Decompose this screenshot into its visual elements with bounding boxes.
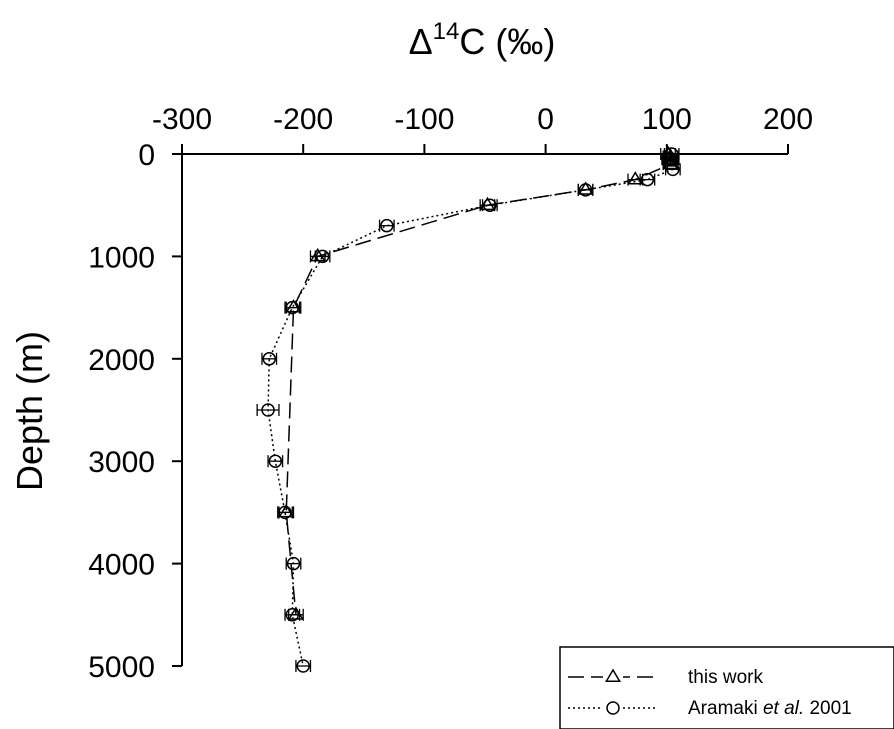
error-bar <box>314 250 331 263</box>
y-tick-label: 1000 <box>88 241 155 274</box>
data-point-aramaki-et-al-2001 <box>286 556 301 571</box>
y-axis-title: Depth (m) <box>9 331 50 491</box>
error-bar <box>284 608 301 621</box>
x-tick-label: -200 <box>273 103 333 136</box>
data-point-aramaki-et-al-2001 <box>664 147 679 161</box>
legend-symbol-aramaki <box>568 699 658 717</box>
x-tick-label: 200 <box>763 103 813 136</box>
error-bar <box>295 660 312 672</box>
error-bar <box>267 455 284 468</box>
data-point-this-work <box>285 299 302 313</box>
legend-marker <box>605 668 621 682</box>
data-point-aramaki-et-al-2001 <box>640 172 655 187</box>
y-tick-label: 4000 <box>88 549 155 582</box>
series-aramaki-et-al-2001 <box>256 147 681 673</box>
data-point-aramaki-et-al-2001 <box>483 198 497 212</box>
error-bar <box>663 153 680 166</box>
error-bar <box>664 163 681 176</box>
data-point-aramaki-et-al-2001 <box>666 162 680 177</box>
x-tick-label: -100 <box>394 103 454 136</box>
y-tick-label: 0 <box>138 139 155 172</box>
y-tick-label: 2000 <box>88 344 155 377</box>
legend-label-aramaki-after: 2001 <box>804 698 852 719</box>
x-axis-title-superscript: 14 <box>433 18 460 45</box>
error-bar <box>261 352 278 365</box>
data-point-aramaki-et-al-2001 <box>278 505 292 520</box>
x-axis-title-rest: C (‰) <box>459 21 555 62</box>
error-bar <box>577 183 594 196</box>
data-point-aramaki-et-al-2001 <box>315 249 330 264</box>
data-point-this-work <box>577 181 594 195</box>
series-layer <box>256 145 681 673</box>
x-tick-label: 100 <box>642 103 692 136</box>
series-line-this-work <box>285 153 672 615</box>
data-point-aramaki-et-al-2001 <box>285 608 300 622</box>
x-tick-label: -300 <box>152 103 212 136</box>
x-axis-title: Δ14C (‰) <box>409 18 556 62</box>
data-point-aramaki-et-al-2001 <box>380 218 394 233</box>
data-point-aramaki-et-al-2001 <box>285 300 300 315</box>
data-point-aramaki-et-al-2001 <box>262 352 277 366</box>
data-point-aramaki-et-al-2001 <box>268 454 283 468</box>
data-point-this-work <box>278 503 295 518</box>
error-bar <box>481 199 498 212</box>
data-point-aramaki-et-al-2001 <box>261 403 275 417</box>
series-line-aramaki-et-al-2001 <box>267 154 674 667</box>
legend: this work Aramaki et al. 2001 <box>559 646 894 729</box>
error-bar <box>285 557 302 570</box>
legend-symbol-this-work <box>568 668 658 686</box>
error-bar <box>378 219 395 232</box>
data-point-aramaki-et-al-2001 <box>664 152 679 166</box>
error-bar <box>284 301 301 314</box>
y-tick-label: 3000 <box>88 446 155 479</box>
legend-marker <box>606 701 620 715</box>
x-axis-title-base: Δ <box>409 21 433 62</box>
y-tick-label: 5000 <box>88 651 155 684</box>
series-this-work <box>278 145 679 621</box>
x-tick-label: 0 <box>537 103 554 136</box>
error-bar <box>277 506 293 519</box>
legend-label-aramaki-before: Aramaki <box>688 698 763 719</box>
data-point-this-work <box>627 171 644 185</box>
error-bar <box>639 173 656 186</box>
legend-label-this-work: this work <box>688 667 763 688</box>
legend-label-aramaki: Aramaki et al. 2001 <box>688 698 852 719</box>
legend-label-aramaki-italic: et al. <box>763 698 804 719</box>
data-point-aramaki-et-al-2001 <box>296 659 310 673</box>
data-point-aramaki-et-al-2001 <box>578 183 593 197</box>
error-bar <box>256 404 280 416</box>
